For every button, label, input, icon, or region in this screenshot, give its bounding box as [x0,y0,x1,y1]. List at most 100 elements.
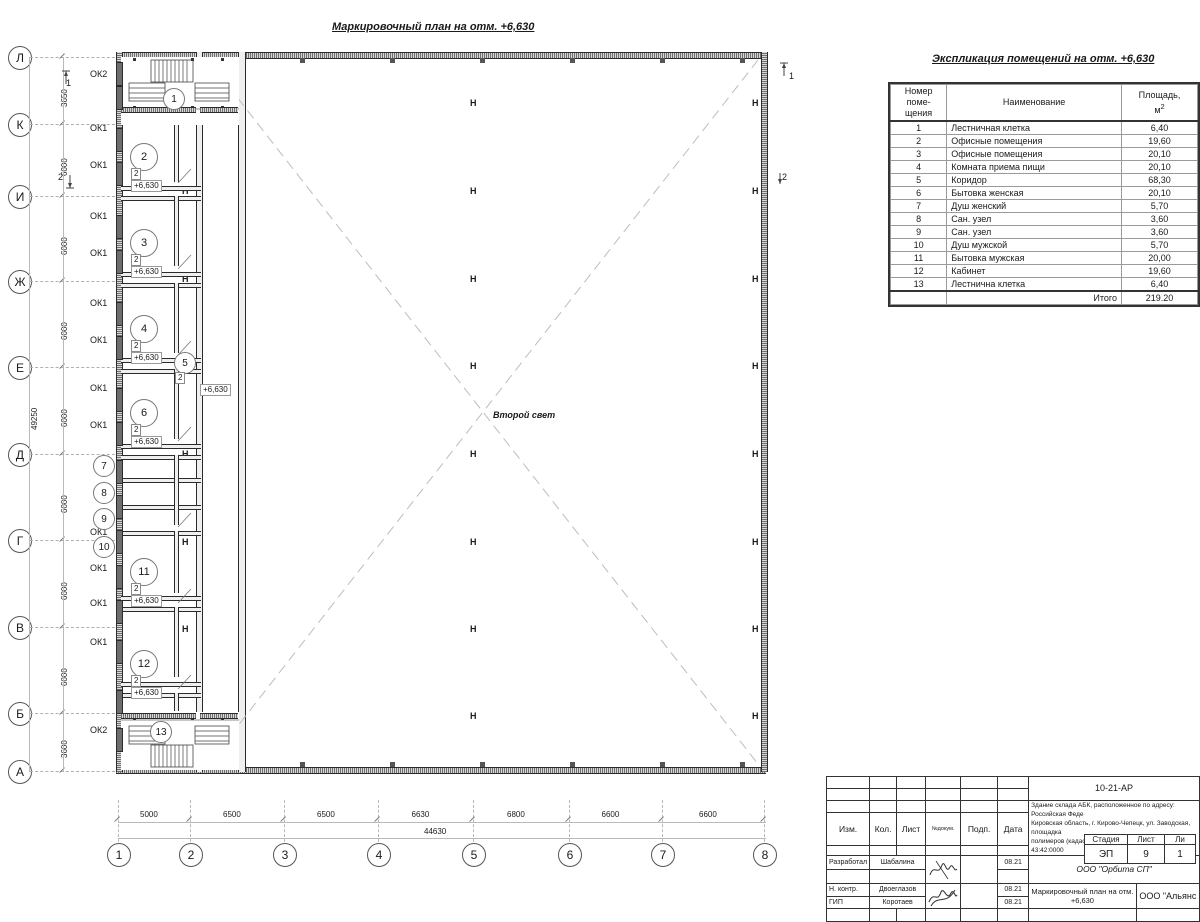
interior-partition-vertical [174,607,179,677]
double-height-label: Второй свет [493,410,556,420]
sheet-title-l1: Маркировочный план на отм. [1031,887,1134,896]
room-number-bubble-13: 13 [150,721,172,743]
vertical-dim-5: 6000 [60,495,69,513]
grid-axis-В: В [8,616,32,640]
section-mark-1-right-label: 1 [789,71,795,81]
room-number: 1 [889,120,948,135]
col-header-data: Дата [997,812,1030,846]
interior-partition-vertical [174,531,179,593]
room-number: 12 [889,264,948,278]
window-opening [116,215,123,239]
column-marker: Н [182,449,189,459]
room-number-bubble-9: 9 [93,508,115,530]
dim-tick [469,816,478,825]
room-name: Лестнична клетка [946,277,1123,292]
header-area-l2: м [1154,104,1161,115]
column-marker: Н [752,98,759,108]
header-area-l1: Площадь, [1138,89,1181,100]
room-level-tag: +6,630 [131,687,162,699]
table-row: 5 Коридор 68,30 [889,173,1198,187]
room-number-bubble-4: 4 [130,315,158,343]
window-opening [116,162,123,186]
window-type-label: ОК1 [90,563,108,573]
table-row: 1 Лестничная клетка 6,40 [889,120,1198,135]
sheet-title-l2: +6,630 [1070,896,1094,905]
stage-value: ЭП [1084,844,1128,864]
section-mark-2-right [774,170,796,197]
room-number: 9 [889,225,948,239]
column-tick [300,762,305,767]
drawing-code: 10-21-АР [1028,776,1200,801]
column-marker: Н [182,537,189,547]
column-marker: Н [752,624,759,634]
grid-axis-4: 4 [367,843,391,867]
section-mark-1-left [60,68,82,95]
room-name: Лестничная клетка [946,120,1123,135]
exterior-wall-right [761,52,768,772]
room-area: 3,60 [1121,225,1198,239]
horizontal-dim-6: 6600 [699,810,717,819]
corridor-level-tag: +6,630 [200,384,231,396]
date-1: 08.21 [997,883,1030,897]
dim-tick [565,816,574,825]
room-floor-tag: 2 [131,168,142,180]
table-row: 9 Сан. узел 3,60 [889,225,1198,239]
dim-tick [280,816,289,825]
room-level-tag: +6,630 [131,266,162,278]
builder-organization: ООО "Альянс [1135,883,1200,909]
grid-line-К [30,124,120,125]
header-room-number-l2: поме- [906,97,931,107]
window-opening [116,62,123,86]
window-type-label: ОК1 [90,598,108,608]
column-marker: Н [470,711,477,721]
window-type-label: ОК1 [90,527,108,537]
room-name: Кабинет [946,264,1123,278]
grid-axis-5: 5 [462,843,486,867]
window-type-label: ОК1 [90,248,108,258]
column-tick [480,762,485,767]
section-mark-2-left-label: 2 [58,172,64,182]
section-mark-1-right [778,60,800,87]
column-marker: Н [470,98,477,108]
grid-axis-Г: Г [8,529,32,553]
grid-line-5 [473,800,474,842]
grid-line-Ж [30,281,120,282]
room-number: 7 [889,199,948,213]
col-header-list: Лист [896,812,927,846]
room-name: Офисные помещения [946,147,1123,161]
exposition-header-row: Номер поме- щения Наименование Площадь, … [889,84,1198,122]
room-floor-tag: 2 [131,254,142,266]
room-level-tag: +6,630 [131,595,162,607]
room-floor-tag: 2 [131,675,142,687]
dim-tick [186,816,195,825]
section-mark-2-right-label: 2 [782,172,788,182]
room-level-tag: +6,630 [131,436,162,448]
horizontal-dim-line [118,822,766,823]
grid-axis-А: А [8,760,32,784]
exterior-wall-bottom [116,767,766,774]
room-number: 13 [889,277,948,292]
window-opening [116,86,123,110]
interior-partition-horizontal [121,607,201,612]
door-swing [177,512,192,528]
sheet-value: 9 [1127,844,1165,864]
plan-title: Маркировочный план на отм. +6,630 [332,21,535,33]
grid-axis-6: 6 [558,843,582,867]
vertical-dim-7: 6000 [60,668,69,686]
room-name: Сан. узел [946,212,1123,226]
interior-partition-horizontal [121,682,201,687]
grid-axis-Е: Е [8,356,32,380]
section-mark-1-left-label: 1 [66,78,72,88]
room-name: Душ мужской [946,238,1123,252]
room-name: Бытовка женская [946,186,1123,200]
room-name: Душ женский [946,199,1123,213]
corridor-spine-wall [196,52,203,772]
room-number-bubble-1: 1 [163,88,185,110]
col-header-podp: Подп. [960,812,999,846]
room-name: Комната приема пищи [946,160,1123,174]
exterior-wall-left [116,52,123,772]
window-type-label: ОК1 [90,420,108,430]
window-opening [116,728,123,752]
column-marker: Н [470,624,477,634]
total-label: Итого [946,290,1123,305]
